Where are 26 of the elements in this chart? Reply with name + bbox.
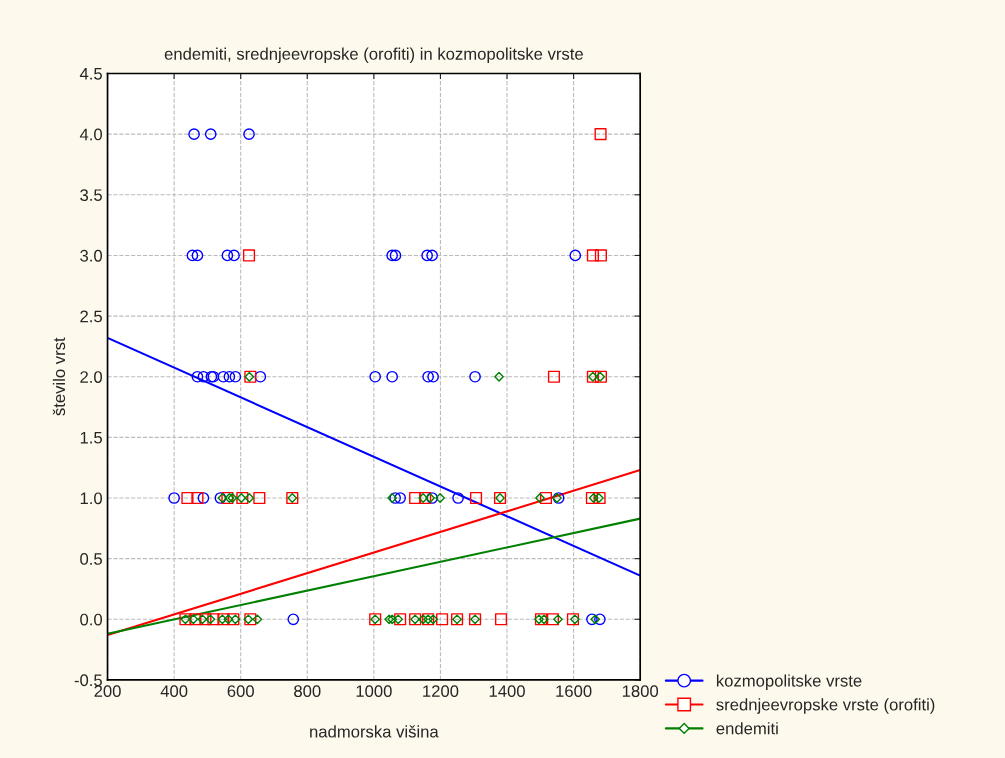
legend-label: kozmopolitske vrste bbox=[716, 674, 862, 690]
y-tick-label: -0.5 bbox=[74, 674, 102, 687]
x-tick-label: 600 bbox=[227, 685, 254, 698]
y-tick-label: 2.5 bbox=[80, 310, 102, 323]
y-tick-label: 0.5 bbox=[80, 553, 102, 565]
y-tick-label: 3.0 bbox=[80, 249, 103, 262]
y-tick-label: 4.0 bbox=[79, 128, 103, 141]
y-tick-label: 3.5 bbox=[80, 189, 102, 202]
x-tick-label: 200 bbox=[94, 685, 121, 698]
x-tick-label: 1000 bbox=[356, 685, 392, 698]
legend-label: endemiti bbox=[716, 722, 778, 735]
legend-label: srednjeevropske vrste (orofiti) bbox=[716, 698, 935, 714]
x-tick-label: 1600 bbox=[556, 685, 592, 698]
y-axis-title: število vrst bbox=[52, 337, 66, 416]
x-tick-label: 1200 bbox=[423, 685, 459, 698]
x-tick-label: 1400 bbox=[489, 685, 525, 698]
y-tick-label: 4.5 bbox=[79, 68, 102, 80]
chart-title: endemiti, srednjeevropske (orofiti) in kozmopolitske vrste bbox=[164, 47, 583, 64]
x-tick-label: 400 bbox=[160, 685, 188, 698]
x-tick-label: 800 bbox=[294, 685, 321, 698]
y-tick-label: 1.5 bbox=[80, 431, 102, 444]
x-axis-title: nadmorska višina bbox=[310, 725, 439, 738]
y-tick-label: 2.0 bbox=[80, 371, 103, 383]
y-tick-label: 0.0 bbox=[80, 613, 103, 626]
y-tick-label: 1.0 bbox=[80, 492, 103, 505]
x-tick-label: 1800 bbox=[622, 685, 659, 698]
